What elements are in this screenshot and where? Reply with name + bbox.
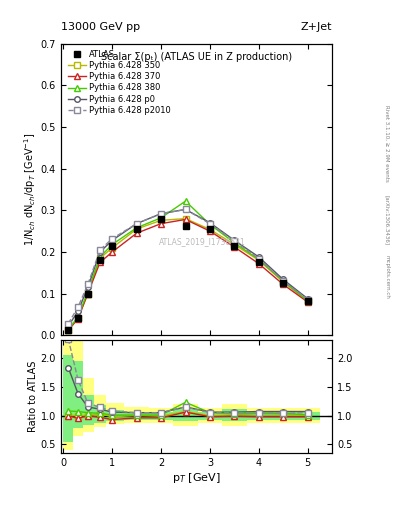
Text: [arXiv:1306.3436]: [arXiv:1306.3436] [385, 195, 389, 245]
Y-axis label: 1/N$_{ch}$ dN$_{ch}$/dp$_T$ [GeV$^{-1}$]: 1/N$_{ch}$ dN$_{ch}$/dp$_T$ [GeV$^{-1}$] [22, 133, 38, 246]
Text: Rivet 3.1.10, ≥ 2.9M events: Rivet 3.1.10, ≥ 2.9M events [385, 105, 389, 182]
Text: Scalar Σ(pₜ) (ATLAS UE in Z production): Scalar Σ(pₜ) (ATLAS UE in Z production) [101, 52, 292, 62]
Legend: ATLAS, Pythia 6.428 350, Pythia 6.428 370, Pythia 6.428 380, Pythia 6.428 p0, Py: ATLAS, Pythia 6.428 350, Pythia 6.428 37… [65, 48, 173, 117]
Text: Z+Jet: Z+Jet [301, 22, 332, 32]
Text: ATLAS_2019_I1736531: ATLAS_2019_I1736531 [158, 238, 245, 246]
Text: 13000 GeV pp: 13000 GeV pp [61, 22, 140, 32]
Text: mcplots.cern.ch: mcplots.cern.ch [385, 254, 389, 298]
Y-axis label: Ratio to ATLAS: Ratio to ATLAS [28, 361, 38, 433]
X-axis label: p$_T$ [GeV]: p$_T$ [GeV] [172, 471, 221, 485]
